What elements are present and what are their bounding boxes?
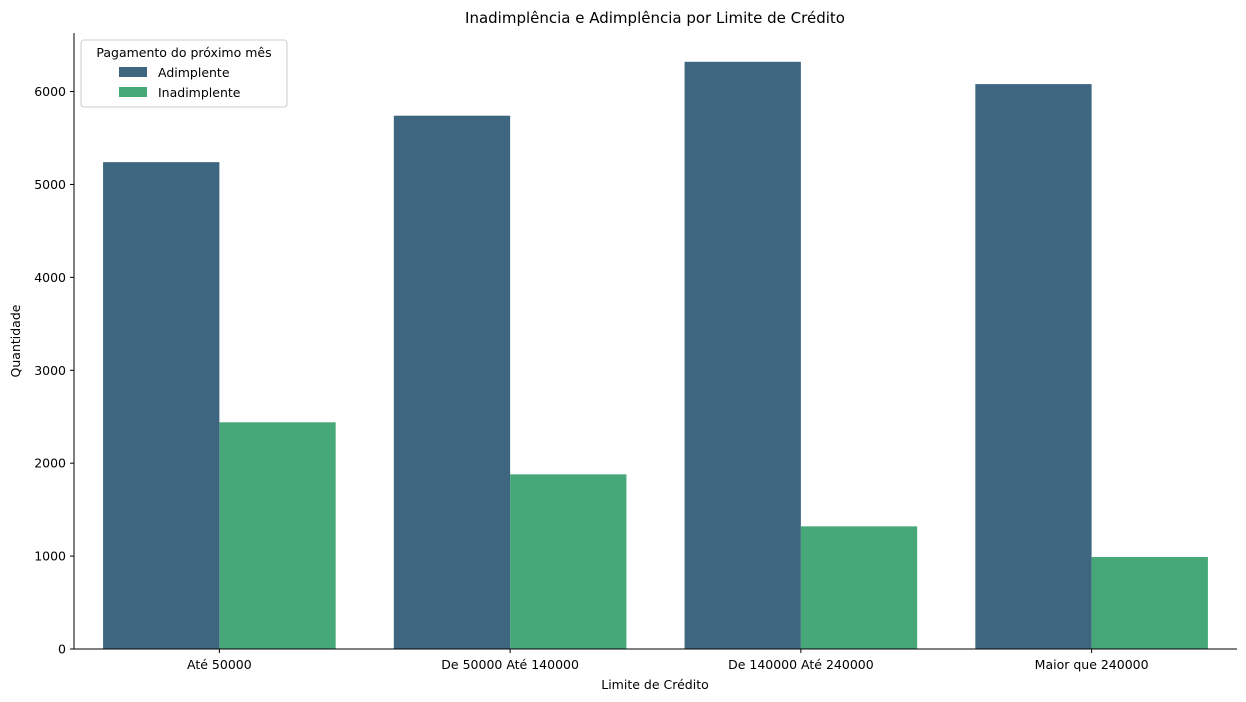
legend-swatch-inadimplente — [119, 87, 147, 97]
bar-adimplente-2 — [684, 61, 801, 649]
x-tick-label: Maior que 240000 — [1035, 657, 1149, 672]
x-tick-label: Até 50000 — [187, 657, 252, 672]
legend-label-adimplente: Adimplente — [158, 65, 230, 80]
y-ticks-group: 0 1000 2000 3000 4000 5000 6000 — [34, 84, 74, 657]
x-axis-label: Limite de Crédito — [601, 677, 709, 692]
legend: Pagamento do próximo mês Adimplente Inadi… — [80, 39, 288, 108]
bar-inadimplente-3 — [1091, 557, 1208, 649]
legend-items: Adimplente Inadimplente — [119, 65, 241, 100]
bar-adimplente-1 — [393, 115, 511, 649]
y-tick-label: 5000 — [34, 177, 66, 192]
legend-swatch-adimplente — [119, 67, 147, 77]
y-tick-label: 4000 — [34, 270, 66, 285]
bar-inadimplente-0 — [219, 422, 336, 649]
y-tick-label: 2000 — [34, 456, 66, 471]
y-tick-label: 3000 — [34, 363, 66, 378]
bars-group — [103, 61, 1208, 649]
bar-inadimplente-1 — [510, 474, 627, 649]
bar-adimplente-3 — [975, 84, 1092, 649]
y-tick-label: 6000 — [34, 84, 66, 99]
bar-adimplente-0 — [103, 162, 220, 649]
y-tick-label: 0 — [58, 642, 66, 657]
y-tick-label: 1000 — [34, 549, 66, 564]
legend-label-inadimplente: Inadimplente — [158, 85, 241, 100]
x-tick-label: De 50000 Até 140000 — [441, 657, 579, 672]
chart-title: Inadimplência e Adimplência por Limite d… — [465, 9, 845, 27]
y-axis-label: Quantidade — [8, 304, 23, 377]
legend-title: Pagamento do próximo mês — [96, 45, 271, 60]
x-tick-label: De 140000 Até 240000 — [728, 657, 874, 672]
bar-inadimplente-2 — [800, 526, 918, 649]
x-ticks-group: Até 50000 De 50000 Até 140000 De 140000 At… — [187, 649, 1149, 672]
